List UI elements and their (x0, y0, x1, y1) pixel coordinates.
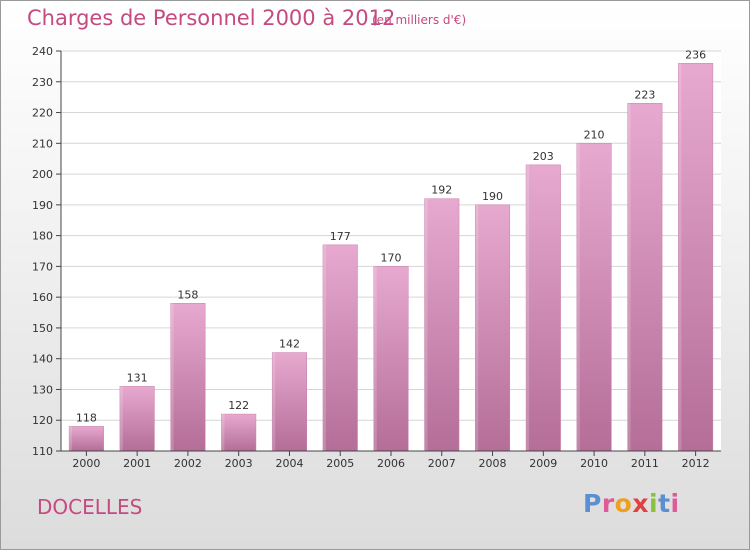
bar (373, 266, 409, 452)
x-tick-label: 2011 (631, 457, 659, 470)
y-tick-label: 170 (32, 260, 53, 273)
bar-highlight (475, 204, 479, 451)
y-tick-label: 120 (32, 414, 53, 427)
bar (678, 63, 714, 452)
bar-value-label: 131 (127, 371, 148, 384)
bar-highlight (526, 164, 530, 451)
proxiti-logo[interactable]: Proxiti (583, 489, 680, 518)
y-tick-label: 220 (32, 107, 53, 120)
bar-highlight (373, 266, 377, 451)
bar (424, 198, 460, 452)
bar-value-label: 177 (330, 230, 351, 243)
logo-letter: r (601, 489, 615, 518)
logo-letter: t (658, 489, 671, 518)
x-tick-label: 2003 (225, 457, 253, 470)
bar-value-labels: 118 131 158 122 142 177 170 192 190 203 210 223 236 (76, 48, 706, 424)
bar (271, 352, 307, 452)
bar (221, 413, 257, 452)
bar-highlight (627, 103, 631, 452)
x-tick-label: 2010 (580, 457, 608, 470)
bar-value-label: 203 (533, 150, 554, 163)
bar-value-label: 223 (634, 88, 655, 101)
logo-letter: i (649, 489, 659, 518)
x-tick-label: 2007 (428, 457, 456, 470)
bar-highlight (272, 352, 276, 451)
bar (525, 164, 561, 452)
x-tick-label: 2002 (174, 457, 202, 470)
bar (322, 244, 358, 452)
x-tick-label: 2004 (275, 457, 303, 470)
bar-value-label: 190 (482, 190, 503, 203)
y-tick-label: 240 (32, 45, 53, 58)
logo-letter: P (583, 489, 602, 518)
bar-highlight (576, 143, 580, 452)
x-tick-label: 2012 (682, 457, 710, 470)
y-tick-label: 110 (32, 445, 53, 458)
bar (576, 143, 612, 452)
bar (119, 386, 155, 452)
x-tick-label: 2008 (479, 457, 507, 470)
commune-name: DOCELLES (37, 495, 143, 519)
y-axis-ticks: 110 120 130 140 150 160 170 180 190 200 210 220 230 2… (32, 45, 61, 458)
y-tick-label: 200 (32, 168, 53, 181)
y-tick-label: 210 (32, 137, 53, 150)
chart-title: Charges de Personnel 2000 à 2012 (27, 6, 396, 30)
bar (68, 426, 104, 452)
x-tick-label: 2006 (377, 457, 405, 470)
bar-highlight (170, 303, 174, 451)
bar (475, 204, 511, 452)
y-tick-label: 180 (32, 230, 53, 243)
bar-value-label: 142 (279, 338, 300, 351)
bar-highlight (221, 414, 225, 451)
chart-unit-subtitle: (en milliers d'€) (372, 13, 467, 27)
bar-value-label: 210 (584, 128, 605, 141)
y-tick-label: 160 (32, 291, 53, 304)
bar-value-label: 192 (431, 184, 452, 197)
y-tick-label: 140 (32, 353, 53, 366)
y-tick-label: 190 (32, 199, 53, 212)
y-tick-label: 130 (32, 383, 53, 396)
logo-letter: o (614, 489, 633, 518)
bar-highlight (69, 426, 73, 451)
x-tick-label: 2005 (326, 457, 354, 470)
bar-value-label: 118 (76, 411, 97, 424)
logo-letter: x (632, 489, 649, 518)
bar (627, 103, 663, 452)
bar-highlight (424, 198, 428, 451)
x-axis-ticks: 2000 2001 2002 2003 2004 2005 2006 2007 2008 2009… (72, 451, 710, 470)
bar-value-label: 170 (381, 251, 402, 264)
logo-letter: i (670, 489, 680, 518)
bar-highlight (678, 63, 682, 452)
x-tick-label: 2009 (529, 457, 557, 470)
bar (170, 303, 206, 452)
y-tick-label: 230 (32, 76, 53, 89)
bar-value-label: 158 (177, 288, 198, 301)
bar-highlight (322, 244, 326, 451)
bar-value-label: 236 (685, 48, 706, 61)
y-tick-label: 150 (32, 322, 53, 335)
bars (68, 63, 714, 452)
x-tick-label: 2000 (72, 457, 100, 470)
bar-highlight (119, 386, 123, 451)
bar-value-label: 122 (228, 399, 249, 412)
x-tick-label: 2001 (123, 457, 151, 470)
